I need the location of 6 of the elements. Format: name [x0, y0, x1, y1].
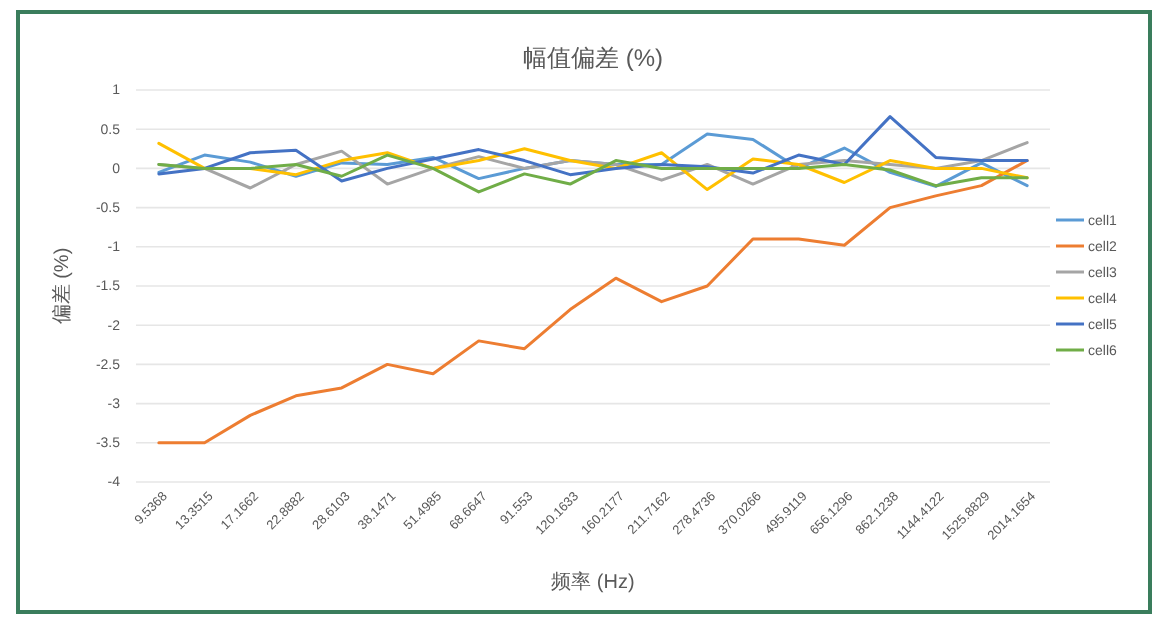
line-series [157, 153, 1029, 194]
y-axis-title: 偏差 (%) [50, 247, 74, 325]
chart-title: 幅值偏差 (%) [523, 44, 663, 72]
x-axis-title: 频率 (Hz) [551, 570, 635, 594]
line-series [157, 115, 1029, 183]
line-series [157, 159, 1029, 445]
